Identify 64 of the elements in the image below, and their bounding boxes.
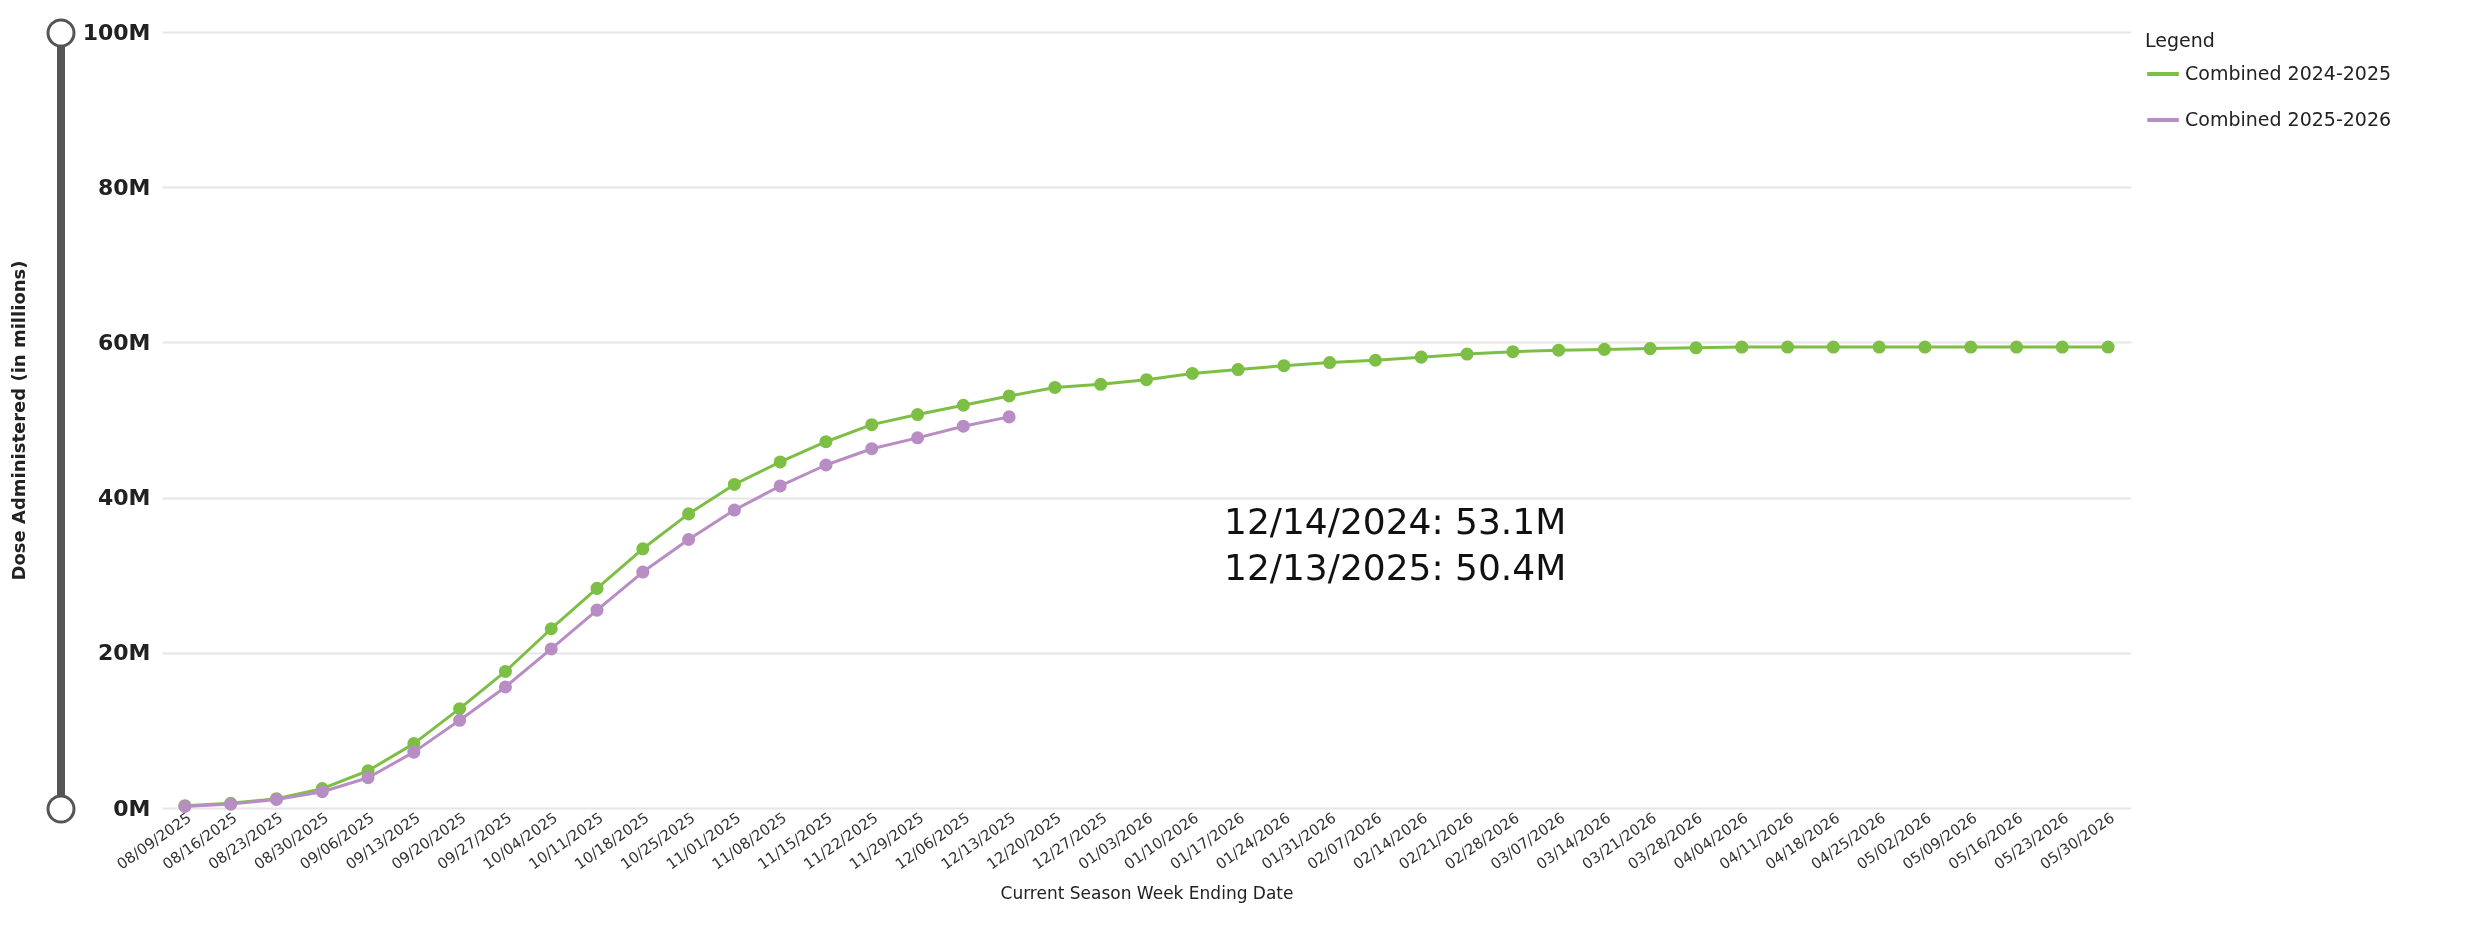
point [865, 418, 879, 432]
point [636, 565, 650, 579]
y-tick-label: 60M [97, 329, 151, 355]
point [773, 455, 787, 469]
point [361, 771, 375, 785]
point [773, 479, 787, 493]
point [1872, 340, 1886, 354]
point [911, 408, 925, 422]
y-tick-label: 20M [97, 640, 151, 666]
point [1277, 359, 1291, 373]
point [1552, 343, 1566, 357]
point [2055, 340, 2069, 354]
point [1002, 410, 1016, 424]
point [1735, 340, 1749, 354]
point [498, 664, 512, 678]
point [727, 503, 741, 517]
point [1094, 377, 1108, 391]
annotation: 12/14/2024: 53.1M [1224, 501, 1567, 542]
legend-label: Combined 2024-2025 [2185, 62, 2392, 84]
point [1918, 340, 1932, 354]
point [2101, 340, 2115, 354]
y-axis-title: Dose Administered (in millions) [7, 260, 29, 581]
point [453, 713, 467, 727]
point [1643, 342, 1657, 356]
point [1323, 356, 1337, 370]
point [1368, 353, 1382, 367]
point [819, 435, 833, 449]
point [1139, 373, 1154, 387]
point [1689, 341, 1703, 355]
point [819, 458, 833, 472]
point [636, 542, 650, 556]
x-axis-title: Current Season Week Ending Date [1000, 883, 1294, 904]
point [1185, 366, 1199, 380]
point [1597, 342, 1611, 356]
point [590, 581, 604, 595]
point [727, 477, 741, 491]
point [911, 431, 925, 445]
point [682, 533, 696, 547]
point [544, 642, 558, 656]
point [1826, 340, 1840, 354]
point [1048, 380, 1062, 394]
point [2010, 340, 2024, 354]
annotation: 12/13/2025: 50.4M [1224, 547, 1567, 588]
point [1964, 340, 1978, 354]
legend-title: Legend [2145, 29, 2215, 51]
point [1781, 340, 1795, 354]
point [453, 702, 467, 716]
point [590, 603, 604, 617]
point [956, 419, 970, 433]
y-tick-label: 100M [82, 19, 151, 45]
point [1231, 363, 1245, 377]
point [407, 745, 421, 759]
point [865, 442, 879, 456]
point [498, 680, 512, 694]
point [1414, 350, 1428, 364]
point [956, 398, 970, 412]
y-tick-label: 40M [97, 485, 151, 511]
y-tick-label: 80M [97, 174, 151, 200]
point [544, 622, 558, 636]
point [1002, 389, 1016, 403]
legend-label: Combined 2025-2026 [2185, 108, 2392, 130]
point [682, 507, 696, 521]
point [1460, 347, 1474, 361]
point [1506, 345, 1520, 359]
